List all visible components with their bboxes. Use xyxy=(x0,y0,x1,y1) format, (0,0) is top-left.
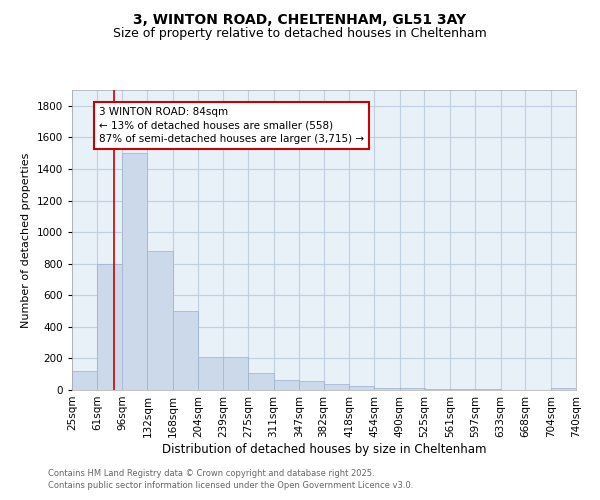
Bar xyxy=(323,384,349,390)
Bar xyxy=(475,389,500,390)
X-axis label: Distribution of detached houses by size in Cheltenham: Distribution of detached houses by size … xyxy=(162,442,486,456)
Bar xyxy=(122,153,148,390)
Text: Size of property relative to detached houses in Cheltenham: Size of property relative to detached ho… xyxy=(113,28,487,40)
Bar xyxy=(274,380,299,390)
Text: 3, WINTON ROAD, CHELTENHAM, GL51 3AY: 3, WINTON ROAD, CHELTENHAM, GL51 3AY xyxy=(133,12,467,26)
Bar xyxy=(551,388,576,390)
Bar xyxy=(173,311,198,390)
Text: Contains public sector information licensed under the Open Government Licence v3: Contains public sector information licen… xyxy=(48,481,413,490)
Bar xyxy=(198,357,224,390)
Bar xyxy=(349,386,374,390)
Bar xyxy=(424,389,450,390)
Bar xyxy=(248,372,274,390)
Text: 3 WINTON ROAD: 84sqm
← 13% of detached houses are smaller (558)
87% of semi-deta: 3 WINTON ROAD: 84sqm ← 13% of detached h… xyxy=(99,108,364,144)
Text: Contains HM Land Registry data © Crown copyright and database right 2025.: Contains HM Land Registry data © Crown c… xyxy=(48,468,374,477)
Bar xyxy=(223,357,248,390)
Y-axis label: Number of detached properties: Number of detached properties xyxy=(21,152,31,328)
Bar xyxy=(450,389,475,390)
Bar xyxy=(148,251,173,390)
Bar xyxy=(72,371,97,390)
Bar xyxy=(97,264,123,390)
Bar xyxy=(400,388,425,390)
Bar xyxy=(299,382,325,390)
Bar xyxy=(374,388,400,390)
